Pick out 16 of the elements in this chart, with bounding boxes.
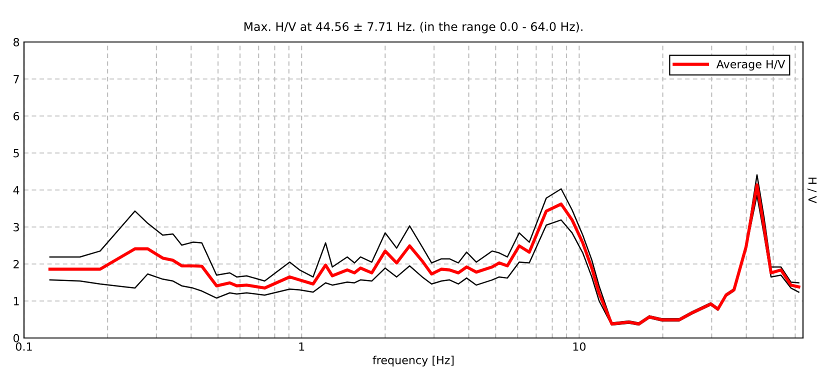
legend-label: Average H/V xyxy=(716,60,786,71)
y-tick-label: 6 xyxy=(14,112,20,120)
y-tick-label: 4 xyxy=(13,186,20,194)
y-tick-label: 1 xyxy=(14,297,19,306)
y-tick-label: 0 xyxy=(13,334,20,342)
y-tick-label: 7 xyxy=(14,75,19,84)
x-tick-label: 0.1 xyxy=(16,342,32,351)
x-axis-title: frequency [Hz] xyxy=(372,356,454,366)
y-tick-label: 5 xyxy=(14,149,19,158)
y-axis-title: H / V xyxy=(807,178,817,204)
y-tick-label: 2 xyxy=(14,260,19,268)
y-tick-label: 8 xyxy=(14,38,20,46)
x-tick-label: 10 xyxy=(573,342,586,351)
y-tick-label: 3 xyxy=(14,222,19,232)
x-tick-label: 1 xyxy=(299,342,304,351)
chart-title: Max. H/V at 44.56 ± 7.71 Hz. (in the range 0.0 - 64.0 Hz). xyxy=(244,22,582,34)
